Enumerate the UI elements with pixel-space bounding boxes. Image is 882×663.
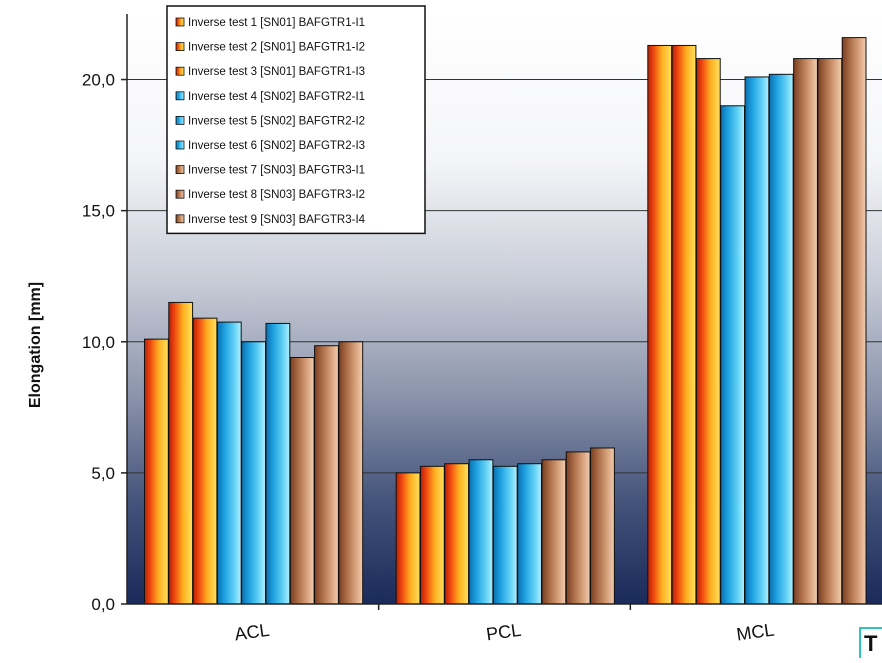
bar-pcl-test-8 xyxy=(565,451,591,605)
bar-pcl-test-3 xyxy=(444,463,470,605)
y-tick-label: 5,0 xyxy=(91,464,115,483)
legend-swatch xyxy=(175,66,185,76)
bar-acl-test-6 xyxy=(265,322,291,605)
legend-item-label: Inverse test 1 [SN01] BAFGTR1-I1 xyxy=(188,17,365,29)
x-tick-label-acl: ACL xyxy=(233,620,270,645)
bar-mcl-test-1 xyxy=(647,44,673,605)
y-tick-label: 20,0 xyxy=(82,71,115,90)
bar-mcl-test-3 xyxy=(695,58,721,605)
legend-swatch xyxy=(175,189,185,199)
legend-swatch xyxy=(175,165,185,175)
bar-pcl-test-2 xyxy=(419,465,445,605)
y-tick-label: 15,0 xyxy=(82,202,115,221)
legend-swatch xyxy=(175,91,185,101)
legend-item-label: Inverse test 8 [SN03] BAFGTR3-I2 xyxy=(188,189,365,201)
legend-swatch xyxy=(175,42,185,51)
bar-mcl-test-9 xyxy=(841,37,867,605)
legend-swatch xyxy=(175,17,185,27)
legend-item-label: Inverse test 4 [SN02] BAFGTR2-I1 xyxy=(188,91,365,103)
bar-mcl-test-6 xyxy=(768,73,794,605)
bar-acl-test-2 xyxy=(168,301,194,605)
bar-mcl-test-8 xyxy=(817,58,843,605)
legend-item-label: Inverse test 9 [SN03] BAFGTR3-I4 xyxy=(188,214,366,226)
legend-item-label: Inverse test 2 [SN01] BAFGTR1-I2 xyxy=(188,42,365,54)
bar-acl-test-4 xyxy=(216,321,242,605)
bar-mcl-test-5 xyxy=(744,76,770,605)
y-tick-label: 0,0 xyxy=(91,595,115,614)
legend-item-label: Inverse test 5 [SN02] BAFGTR2-I2 xyxy=(188,115,365,127)
legend-swatch xyxy=(175,140,185,150)
legend-item-label: Inverse test 7 [SN03] BAFGTR3-I1 xyxy=(188,165,365,177)
bar-pcl-test-6 xyxy=(517,463,542,605)
bar-acl-test-3 xyxy=(192,317,218,605)
legend-swatch xyxy=(175,214,185,224)
bar-mcl-test-4 xyxy=(720,105,746,605)
bar-pcl-test-4 xyxy=(468,459,494,605)
bar-mcl-test-7 xyxy=(793,58,818,605)
bar-acl-test-7 xyxy=(289,357,315,605)
bar-acl-test-1 xyxy=(143,338,169,605)
bar-acl-test-8 xyxy=(314,345,339,605)
x-tick-label-pcl: PCL xyxy=(485,620,522,645)
legend-box xyxy=(166,5,426,235)
bar-mcl-test-2 xyxy=(671,44,697,605)
x-tick-label-mcl: MCL xyxy=(735,620,775,645)
legend-item-label: Inverse test 6 [SN02] BAFGTR2-I3 xyxy=(188,140,365,152)
bar-acl-test-5 xyxy=(241,341,266,605)
legend: Inverse test 1 [SN01] BAFGTR1-I1 Inverse … xyxy=(166,5,426,235)
bar-pcl-test-7 xyxy=(541,459,567,605)
bar-acl-test-9 xyxy=(338,341,364,605)
corner-label: T xyxy=(859,627,882,658)
legend-item-label: Inverse test 3 [SN01] BAFGTR1-I3 xyxy=(188,66,365,78)
bar-pcl-test-1 xyxy=(395,472,421,605)
bar-pcl-test-5 xyxy=(492,465,518,605)
y-tick-label: 10,0 xyxy=(82,333,115,352)
legend-swatch xyxy=(175,116,185,125)
y-axis-title: Elongation [mm] xyxy=(27,282,44,408)
bar-pcl-test-9 xyxy=(590,447,615,605)
